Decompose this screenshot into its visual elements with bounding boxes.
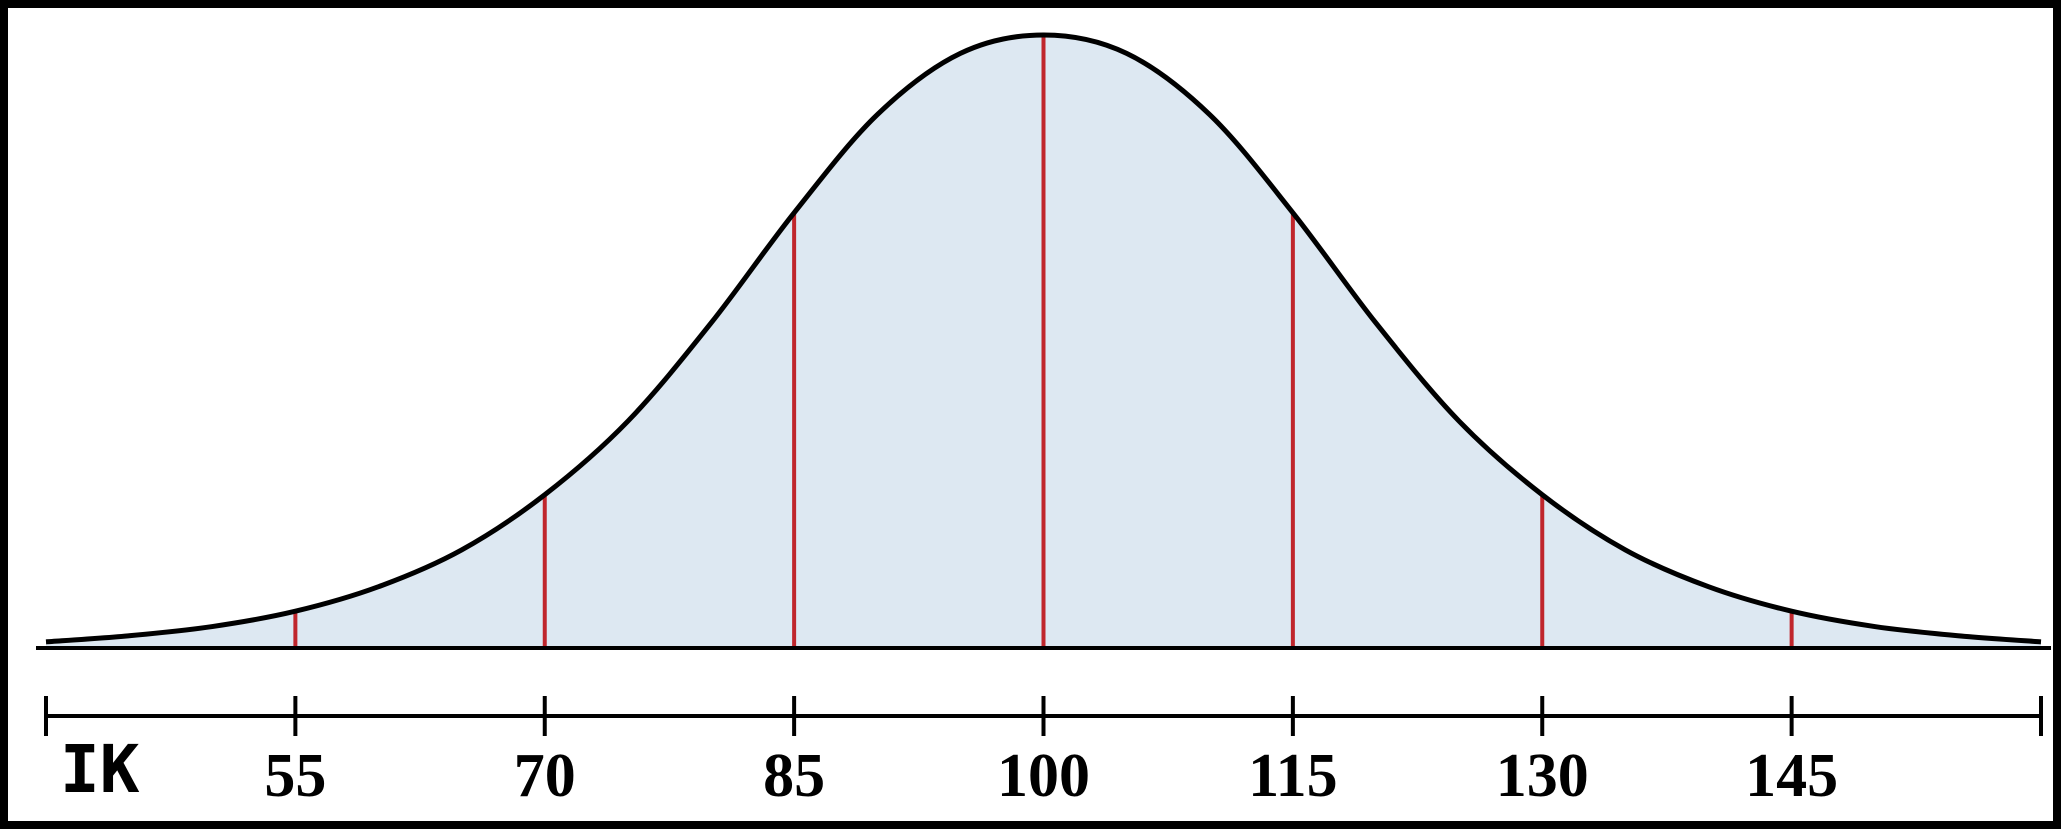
x-tick-label: 55 <box>264 742 326 810</box>
x-tick-label: 70 <box>514 742 576 810</box>
x-tick-label: 145 <box>1745 742 1838 810</box>
x-tick-label: 85 <box>763 742 825 810</box>
x-axis-title: IK <box>60 731 140 808</box>
x-tick-label: 100 <box>997 742 1090 810</box>
curve <box>45 32 2042 645</box>
x-tick-label: 115 <box>1248 742 1338 810</box>
x-tick-label: 130 <box>1496 742 1589 810</box>
